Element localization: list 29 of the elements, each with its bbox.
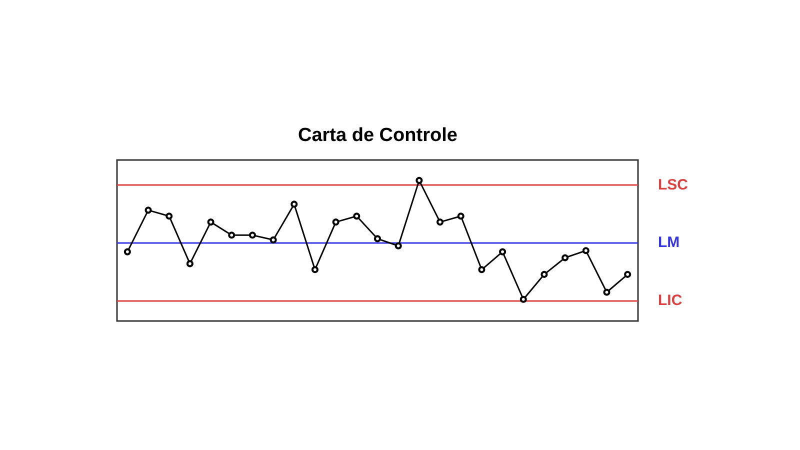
point (207, 218, 214, 226)
ref-line-label: LSC (658, 176, 688, 194)
point (353, 212, 360, 220)
point (144, 206, 152, 214)
ref-line-label: LIC (658, 292, 682, 310)
chart-title: Carta de Controle (298, 125, 458, 146)
point (332, 218, 340, 226)
point (124, 248, 131, 256)
point (186, 260, 194, 268)
point (478, 266, 486, 274)
point (540, 270, 548, 278)
point (290, 200, 298, 208)
point (457, 212, 464, 220)
point (248, 232, 256, 239)
point (228, 232, 236, 239)
point (562, 254, 569, 262)
point (374, 235, 381, 242)
point (416, 176, 423, 184)
point (582, 247, 590, 254)
point (394, 242, 402, 250)
point (624, 270, 632, 278)
point (436, 218, 444, 226)
point (520, 296, 527, 303)
point (166, 212, 173, 220)
point (603, 288, 610, 296)
point (270, 236, 277, 244)
ref-line-label: LM (658, 234, 680, 251)
point (311, 266, 318, 274)
point (499, 248, 506, 256)
